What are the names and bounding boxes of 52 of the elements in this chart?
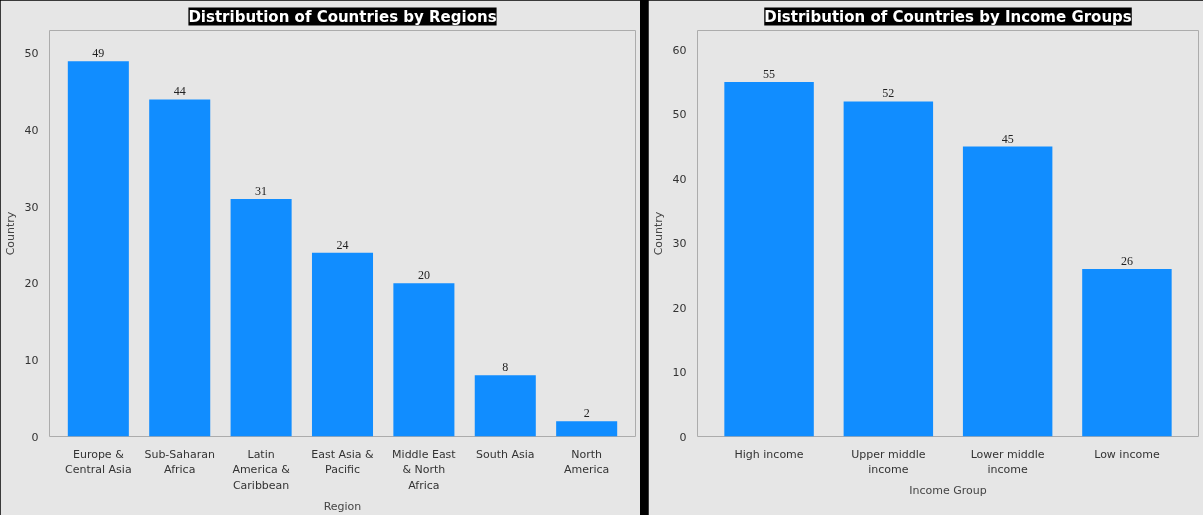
data-label: 20 [417, 268, 430, 283]
chart-title: Distribution of Countries by Regions [188, 7, 497, 26]
data-label: 45 [1001, 131, 1014, 146]
y-tick-label: 30 [24, 200, 39, 214]
x-tick-label: Low income [1094, 447, 1160, 461]
y-tick-label: 40 [672, 172, 687, 186]
data-label: 2 [583, 406, 590, 421]
data-label: 8 [502, 360, 509, 375]
bar [230, 199, 292, 437]
x-tick-label: North America [563, 447, 610, 477]
y-tick-label: 10 [672, 366, 687, 380]
data-label: 52 [882, 86, 895, 101]
chart-title: Distribution of Countries by Income Groups [764, 7, 1132, 26]
bar [474, 375, 536, 437]
data-label: 55 [763, 67, 776, 82]
x-tick-label: Sub-Saharan Africa [144, 447, 216, 477]
y-tick-label: 50 [672, 108, 687, 122]
data-label: 26 [1120, 253, 1133, 268]
x-tick-label: Lower middle income [970, 447, 1045, 477]
x-tick-label: Europe & Central Asia [65, 447, 132, 477]
bar [724, 82, 814, 437]
x-axis-title: Region [323, 499, 362, 513]
x-tick-label: South Asia [476, 447, 535, 461]
bar [67, 61, 129, 437]
y-tick-label: 10 [24, 353, 39, 367]
y-tick-label: 40 [24, 124, 39, 138]
data-label: 31 [255, 184, 268, 199]
y-tick-label: 20 [24, 277, 39, 291]
bar [311, 252, 374, 437]
bar [1082, 268, 1172, 437]
bar [393, 283, 455, 437]
y-tick-label: 30 [672, 237, 687, 251]
x-tick-label: Upper middle income [851, 447, 926, 477]
data-label: 44 [173, 84, 186, 99]
y-axis-title: Country [3, 211, 17, 256]
bar [962, 146, 1053, 437]
bar [149, 99, 211, 437]
x-tick-label: High income [734, 447, 804, 461]
bar [843, 101, 934, 437]
data-label: 49 [92, 46, 105, 61]
bar [556, 421, 618, 437]
x-tick-label: East Asia & Pacific [311, 447, 375, 477]
y-tick-label: 0 [31, 430, 39, 444]
x-axis-title: Income Group [909, 484, 987, 498]
y-tick-label: 60 [672, 43, 687, 57]
x-tick-label: Middle East & North Africa [392, 447, 457, 492]
y-tick-label: 20 [672, 301, 687, 315]
x-tick-label: Latin America & Caribbean [232, 447, 291, 492]
y-axis-title: Country [651, 211, 665, 256]
y-tick-label: 50 [24, 47, 39, 61]
data-label: 24 [336, 237, 349, 252]
y-tick-label: 0 [679, 430, 687, 444]
